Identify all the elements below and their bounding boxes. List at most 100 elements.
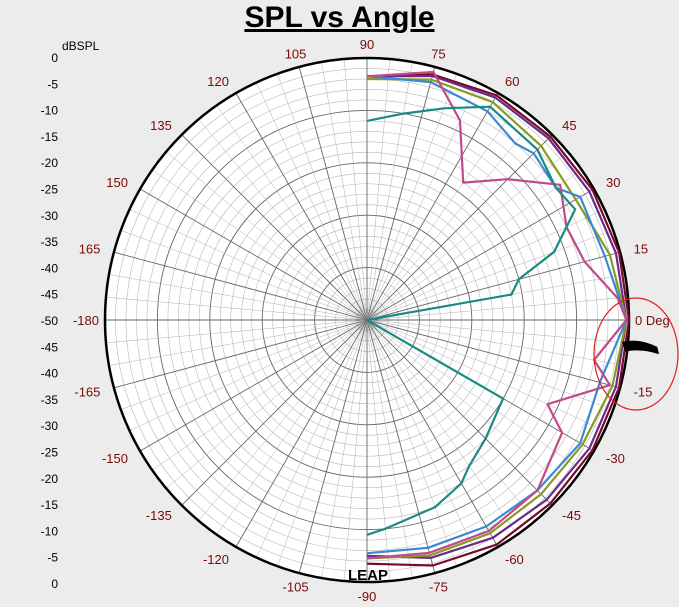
grid-spoke (366, 251, 621, 321)
grid-spoke (366, 230, 614, 321)
angle-tick-label: -120 (203, 552, 229, 567)
grid-spoke (366, 105, 518, 321)
grid-spoke (105, 296, 368, 321)
grid-spoke (366, 319, 605, 431)
angle-tick-label: -105 (283, 580, 309, 595)
radial-tick-label: -30 (41, 419, 59, 433)
angle-tick-label: 135 (150, 118, 172, 133)
grid-spoke (152, 319, 368, 471)
radial-tick-label: -5 (47, 551, 58, 565)
radial-tick-label: -35 (41, 235, 59, 249)
grid-spoke (277, 319, 368, 567)
annotations: LEAP (348, 297, 679, 584)
grid-spoke (216, 319, 368, 535)
grid-spoke (181, 319, 368, 506)
radial-tick-label: -40 (41, 261, 59, 275)
angle-tick-label: 30 (606, 175, 620, 190)
grid-spoke (366, 319, 457, 567)
grid-spoke (366, 319, 621, 389)
chart-title: SPL vs Angle (244, 1, 435, 34)
grid-spoke (366, 169, 582, 321)
scribble-mark (622, 340, 660, 355)
angle-tick-label: -90 (358, 589, 377, 604)
series-line-6 (365, 105, 577, 536)
radial-tick-label: -10 (41, 524, 59, 538)
highlight-circle (593, 297, 679, 411)
grid-spoke (216, 105, 368, 321)
grid-spoke (139, 188, 368, 321)
grid-spoke (120, 319, 368, 410)
angle-tick-label: 120 (207, 74, 229, 89)
radial-axis-labels: 0-5-10-15-20-25-30-35-40-45-50-45-40-35-… (41, 51, 59, 591)
radial-tick-label: -25 (41, 183, 59, 197)
grid-spoke (366, 319, 518, 535)
grid-spoke (166, 151, 368, 321)
radial-tick-label: -45 (41, 340, 59, 354)
radial-tick-label: -50 (41, 314, 59, 328)
angle-tick-label: 105 (285, 46, 307, 61)
angle-tick-label: -30 (606, 451, 625, 466)
radial-tick-label: -20 (41, 156, 59, 170)
grid-spoke (366, 319, 614, 410)
radial-tick-label: -10 (41, 104, 59, 118)
grid-spoke (120, 230, 368, 321)
radial-tick-label: -35 (41, 393, 59, 407)
grid-spoke (343, 58, 368, 321)
grid-spoke (129, 209, 368, 321)
series-line-5 (366, 70, 628, 560)
angle-tick-label: 165 (79, 242, 101, 257)
grid-spoke (256, 82, 368, 321)
grid-spoke (277, 73, 368, 321)
grid-spoke (139, 319, 368, 452)
radial-tick-label: 0 (51, 51, 58, 65)
series-line-1 (366, 73, 631, 567)
angle-tick-label: 60 (505, 74, 519, 89)
grid-spoke (366, 319, 436, 574)
angle-tick-label: -75 (429, 580, 448, 595)
grid-spoke (113, 251, 368, 321)
grid-spoke (166, 319, 368, 489)
angle-tick-label: 150 (106, 175, 128, 190)
grid-spoke (366, 296, 629, 321)
angle-tick-label: -45 (562, 508, 581, 523)
grid-spoke (298, 319, 368, 574)
grid-spoke (152, 169, 368, 321)
grid-spoke (105, 319, 368, 344)
radial-tick-label: -20 (41, 472, 59, 486)
angle-tick-label: -15 (634, 384, 653, 399)
grid-spoke (366, 319, 553, 506)
radial-tick-label: -15 (41, 498, 59, 512)
angle-tick-label: 45 (562, 118, 576, 133)
grid-spoke (366, 119, 536, 321)
grid-spoke (108, 319, 368, 366)
grid-spoke (129, 319, 368, 431)
angle-tick-label: 15 (634, 242, 648, 257)
grid-spoke (366, 92, 499, 321)
grid-spoke (366, 73, 457, 321)
grid-spoke (256, 319, 368, 558)
grid-spoke (366, 134, 553, 321)
grid-spoke (298, 66, 368, 321)
angle-tick-label: -180 (73, 313, 99, 328)
radial-tick-label: 0 (51, 577, 58, 591)
bottom-logo-text: LEAP (348, 567, 388, 584)
angle-tick-label: -60 (505, 552, 524, 567)
grid-spoke (366, 58, 391, 321)
grid-spoke (366, 151, 568, 321)
grid-spoke (321, 319, 368, 579)
grid-spoke (198, 119, 368, 321)
grid-spoke (366, 66, 436, 321)
series-line-4 (366, 75, 628, 555)
radial-tick-label: -5 (47, 77, 58, 91)
grid-spoke (366, 319, 568, 489)
radial-tick-label: -30 (41, 209, 59, 223)
radial-tick-label: -15 (41, 130, 59, 144)
grid-spoke (343, 319, 368, 582)
grid-spoke (108, 274, 368, 321)
grid-spoke (198, 319, 368, 521)
radial-axis-title: dBSPL (62, 39, 100, 53)
radial-tick-label: -25 (41, 446, 59, 460)
grid-spoke (321, 61, 368, 321)
grid-spoke (366, 209, 605, 321)
